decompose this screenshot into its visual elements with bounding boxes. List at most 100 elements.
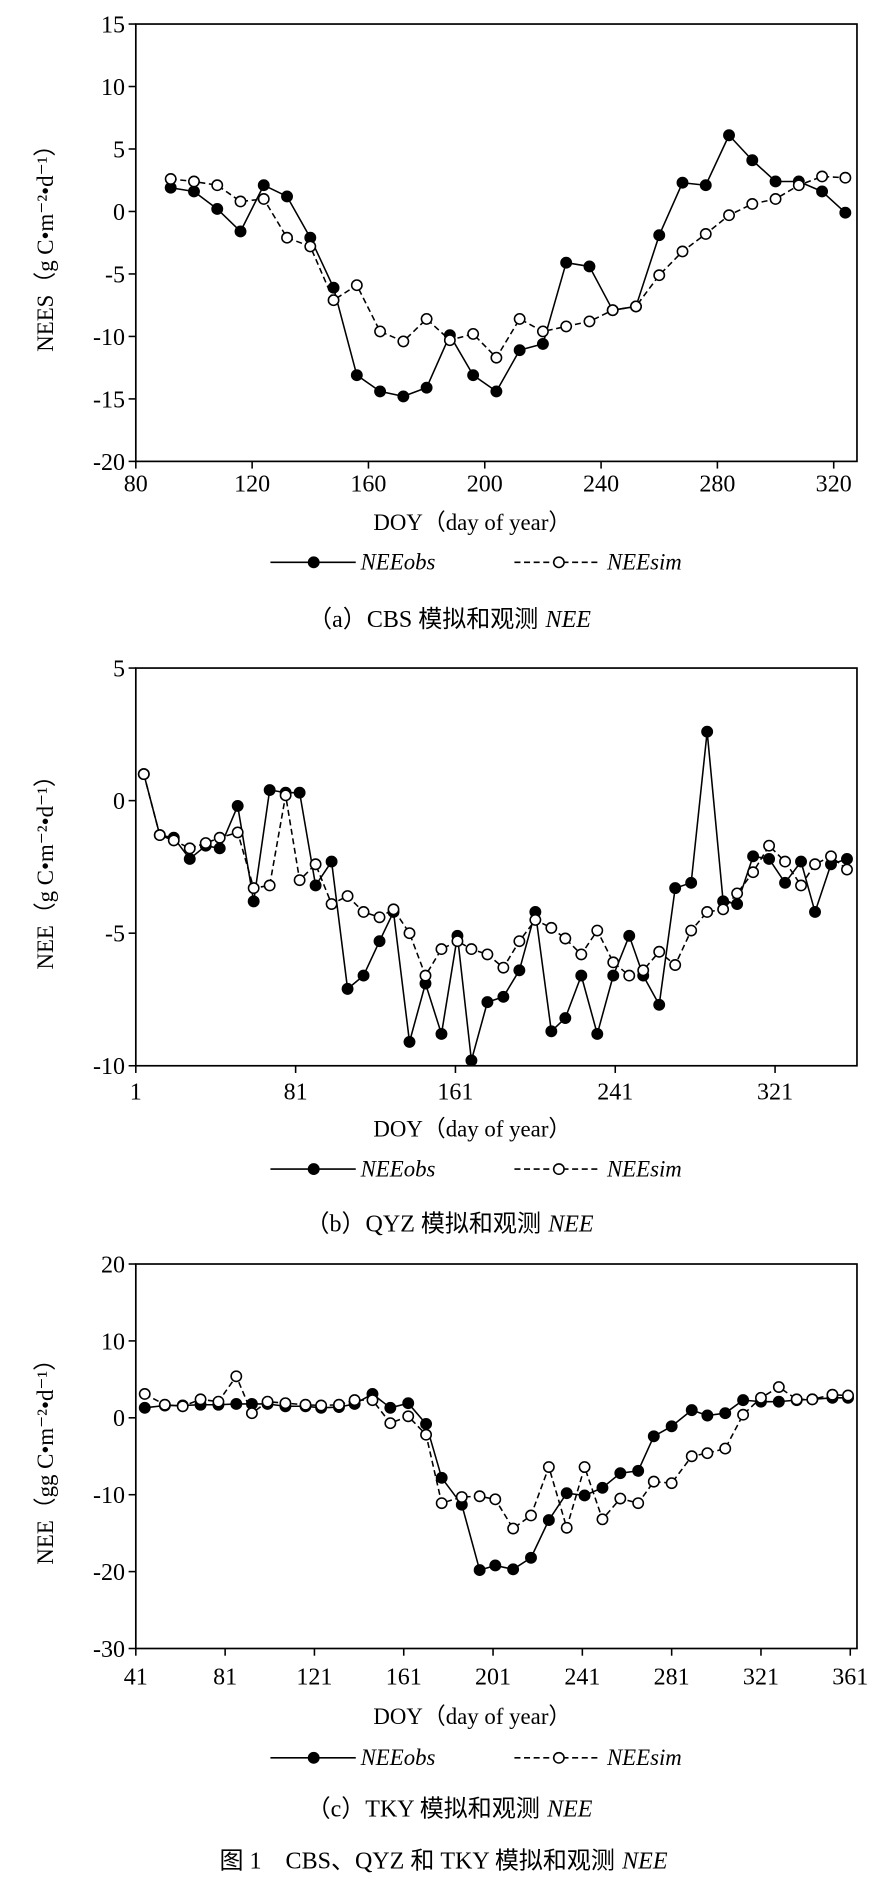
neesim-point	[231, 826, 244, 839]
neesim-point	[397, 335, 410, 348]
neesim-point	[746, 198, 759, 210]
x-tick-label: 281	[654, 1665, 690, 1691]
y-tick-label: -20	[93, 450, 125, 476]
legend-label: NEEobs	[360, 1156, 436, 1181]
neesim-point	[451, 935, 464, 948]
legend-label: NEEsim	[606, 1745, 682, 1770]
neeobs-point	[473, 1564, 486, 1577]
x-tick-label: 241	[597, 1079, 633, 1105]
neesim-point	[596, 1513, 609, 1526]
y-tick-label: -20	[93, 1560, 125, 1586]
subfigure-caption: （b）QYZ 模拟和观测 NEE	[305, 1211, 593, 1238]
neesim-point	[402, 1410, 415, 1423]
neeobs-point	[701, 1409, 714, 1422]
neesim-point	[333, 1398, 345, 1411]
x-tick-label: 161	[386, 1665, 422, 1691]
neeobs-point	[263, 784, 276, 796]
neeobs-point	[213, 842, 226, 855]
neeobs-point	[327, 281, 340, 294]
neesim-point	[779, 855, 792, 868]
chart-qyz: 1 81 161 241 321 5 0 -5 -10 DOY（day of year） NEE（g…	[33, 656, 858, 1238]
neeobs-point	[341, 982, 354, 995]
neeobs-point	[183, 853, 196, 865]
neeobs-point	[230, 1398, 243, 1410]
x-tick-label: 161	[437, 1079, 473, 1105]
neesim-point	[542, 1461, 555, 1473]
neesim-point	[420, 312, 433, 325]
chart-tky: 41 81 121 161 201 241 281 321 361 20 10 0 -10 -20 -30 D…	[33, 1252, 868, 1822]
neesim-point	[825, 850, 837, 863]
neeobs-point	[435, 1027, 448, 1040]
subfigure-caption-text: （b）QYZ 模拟和观测	[305, 1211, 541, 1238]
y-tick-label: 0	[113, 200, 125, 226]
neeobs-point	[653, 998, 666, 1011]
neesim-point	[435, 943, 448, 956]
neesim-point	[315, 1399, 328, 1412]
neesim-point	[545, 921, 558, 934]
neeobs-point	[325, 855, 338, 868]
subfigure-caption: （a）CBS 模拟和观测 NEE	[308, 606, 591, 633]
neesim-point	[653, 945, 666, 958]
plot-frame	[134, 667, 858, 1067]
neesim-point	[513, 312, 526, 325]
neeobs-point	[357, 969, 370, 982]
neeobs-point	[839, 206, 852, 219]
neesim-point	[473, 1490, 486, 1503]
neesim-point	[701, 1447, 714, 1460]
neeobs-point	[583, 260, 596, 273]
neesim-point	[443, 334, 456, 347]
neesim-point	[304, 240, 317, 253]
neeobs-point	[779, 876, 792, 889]
neesim-point	[647, 1475, 660, 1488]
neeobs-point	[737, 1394, 750, 1407]
y-tick-label: -10	[93, 325, 125, 351]
legend-swatch-marker	[552, 1163, 565, 1176]
neeobs-point	[188, 185, 200, 198]
figure-caption: 图 1 CBS、QYZ 和 TKY 模拟和观测 NEE	[219, 1847, 667, 1874]
neeobs-point	[647, 1430, 660, 1443]
x-tick-label: 81	[284, 1079, 308, 1105]
legend-label: NEEsim	[606, 1156, 682, 1181]
neesim-point	[247, 882, 260, 895]
y-tick-label: -5	[105, 262, 125, 288]
legend: NEEobs NEEsim	[270, 550, 682, 575]
x-tick-label: 240	[583, 471, 619, 497]
neesim-point	[513, 935, 526, 948]
legend-swatch-marker	[552, 556, 565, 569]
y-tick-label: 0	[113, 1406, 125, 1432]
neeobs-point	[669, 882, 682, 895]
y-tick-label: -5	[105, 922, 125, 948]
neeobs-point	[559, 1012, 572, 1024]
x-tick-label: 120	[234, 471, 270, 497]
neesim-point	[263, 879, 276, 892]
neeobs-point	[397, 390, 410, 403]
neesim-point	[167, 834, 180, 847]
neesim-point	[387, 903, 400, 916]
neeobs-point	[731, 898, 744, 910]
neeobs-point	[701, 725, 714, 738]
neesim-point	[575, 948, 588, 961]
neesim-point	[591, 924, 604, 937]
y-tick-label: 10	[101, 75, 125, 101]
y-tick-label: 0	[113, 789, 125, 815]
neesim-point	[637, 964, 650, 977]
neesim-point	[435, 1497, 448, 1510]
legend: NEEobs NEEsim	[270, 1156, 682, 1181]
neesim-point	[309, 858, 322, 871]
neesim-point	[699, 228, 712, 240]
neeobs-point	[575, 969, 588, 982]
neeobs-point	[247, 895, 260, 908]
subfigure-caption-emph: NEE	[545, 607, 592, 633]
neeobs-point	[489, 1559, 502, 1572]
neesim-point	[194, 1393, 207, 1406]
neesim-point	[245, 1407, 258, 1420]
neesim-point	[293, 874, 306, 887]
neeobs-point	[513, 344, 526, 357]
legend-item-neeobs: NEEobs	[270, 1745, 436, 1770]
neesim-point	[731, 887, 744, 900]
neeobs-point	[685, 876, 698, 889]
neeobs-point	[591, 1027, 604, 1040]
y-tick-label: 15	[101, 12, 125, 38]
neeobs-point	[665, 1420, 678, 1433]
neesim-point	[481, 948, 494, 961]
